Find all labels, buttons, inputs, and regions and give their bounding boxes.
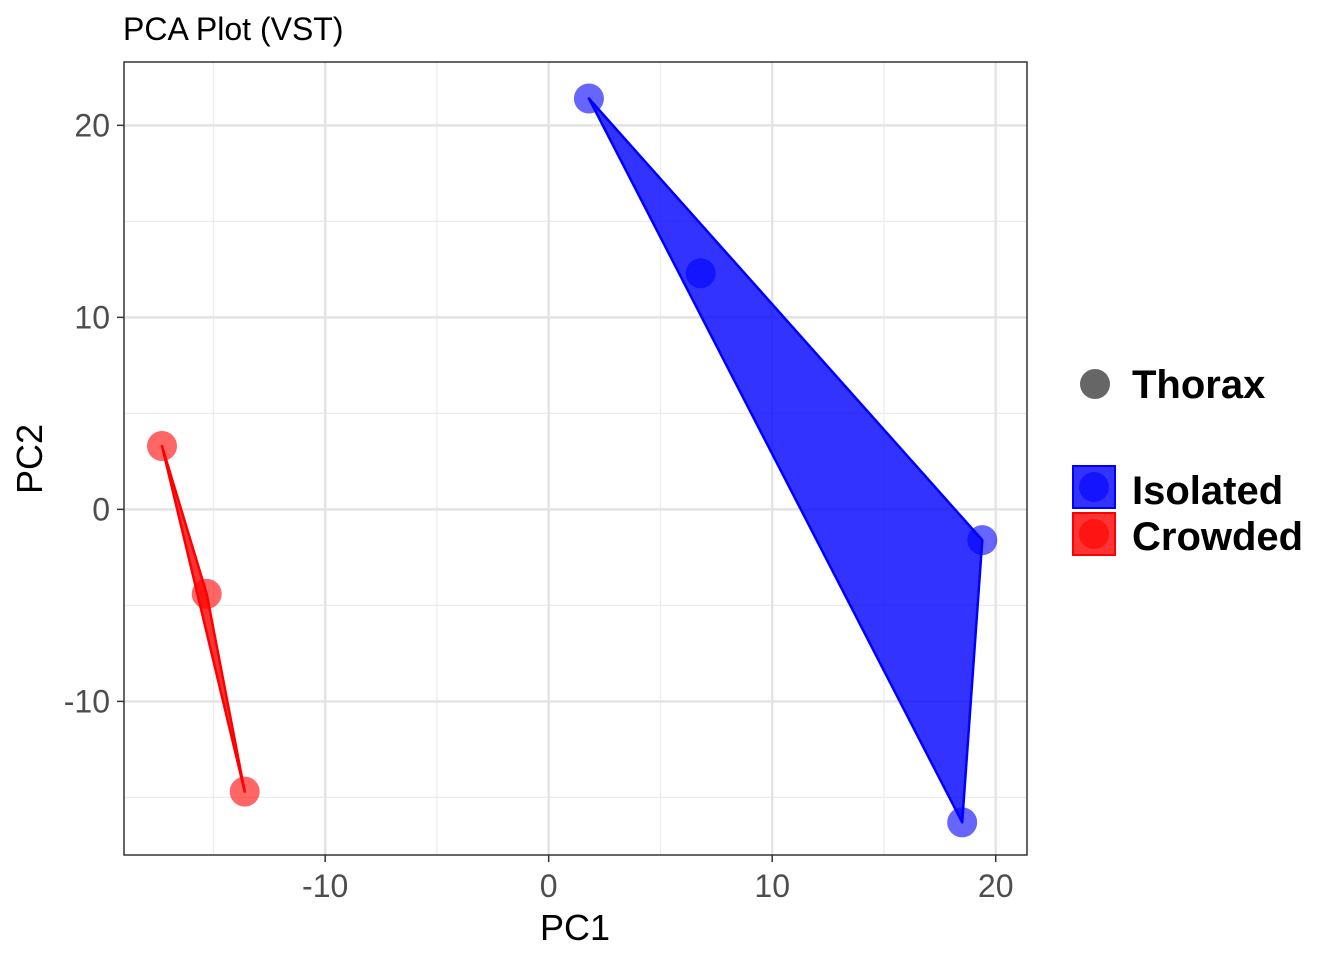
x-axis: -10 0 10 20	[302, 855, 1014, 904]
point-crowded	[229, 776, 260, 807]
point-crowded	[191, 578, 222, 609]
x-tick-label: -10	[302, 868, 348, 904]
x-tick-label: 20	[978, 868, 1014, 904]
legend-label-thorax: Thorax	[1132, 363, 1265, 407]
legend-label-crowded: Crowded	[1132, 515, 1303, 559]
point-isolated	[947, 807, 978, 838]
major-gridlines	[124, 62, 1027, 855]
point-isolated	[685, 258, 716, 289]
point-crowded	[146, 431, 177, 462]
data-points	[146, 83, 998, 838]
legend-point-crowded	[1079, 519, 1109, 549]
point-isolated	[573, 83, 604, 114]
y-tick-label: -10	[64, 683, 110, 719]
point-isolated	[967, 525, 998, 556]
plot-panel	[123, 61, 1028, 856]
plot-border	[123, 61, 1028, 856]
hull-crowded	[160, 444, 246, 793]
legend: Thorax Isolated Crowded	[1072, 363, 1303, 559]
x-tick-label: 0	[540, 868, 558, 904]
legend-shape-key	[1080, 369, 1110, 399]
x-axis-title: PC1	[540, 907, 610, 948]
legend-label-isolated: Isolated	[1132, 469, 1283, 513]
chart-title: PCA Plot (VST)	[123, 11, 344, 47]
legend-point-isolated	[1079, 472, 1109, 502]
y-tick-label: 0	[92, 491, 110, 527]
y-axis: -10 0 10 20	[64, 107, 124, 719]
y-axis-title: PC2	[9, 424, 50, 494]
y-tick-label: 20	[74, 107, 110, 143]
y-tick-label: 10	[74, 299, 110, 335]
x-tick-label: 10	[754, 868, 790, 904]
